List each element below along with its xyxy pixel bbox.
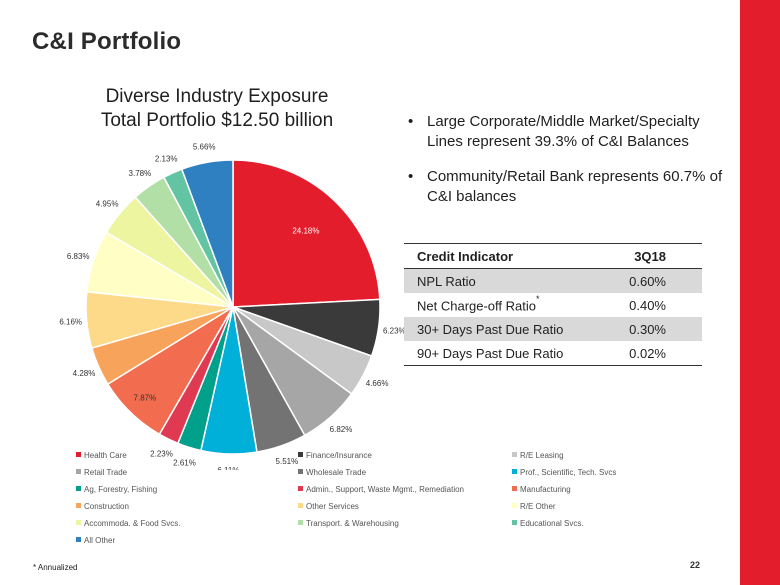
pie-data-label: 3.78%: [129, 169, 152, 178]
chart-legend: Health Care Finance/Insurance R/E Leasing R…: [76, 451, 716, 551]
legend-item: Construction: [76, 502, 129, 511]
row-label: 30+ Days Past Due Ratio: [404, 317, 602, 341]
legend-swatch: [298, 469, 303, 475]
legend-label: Manufacturing: [520, 485, 571, 494]
legend-item: Retail Trade: [76, 468, 127, 477]
row-value: 0.30%: [601, 317, 702, 341]
pie-data-label: 4.95%: [96, 199, 119, 208]
legend-item: Accommoda. & Food Svcs.: [76, 519, 180, 528]
page-title: C&I Portfolio: [32, 28, 182, 55]
legend-item: All Other: [76, 536, 115, 545]
legend-swatch: [298, 452, 303, 458]
bullet-dot: •: [408, 113, 414, 130]
pie-data-label: 2.61%: [173, 459, 196, 468]
table-row: NPL Ratio 0.60%: [404, 268, 702, 293]
legend-swatch: [512, 503, 517, 509]
bullet-dot: •: [408, 168, 414, 185]
column-header-period: 3Q18: [601, 243, 702, 269]
legend-label: R/E Other: [520, 502, 556, 511]
row-value: 0.40%: [629, 297, 666, 313]
legend-swatch: [76, 537, 81, 543]
pie-data-label: 4.28%: [73, 369, 96, 378]
legend-swatch: [512, 486, 517, 492]
legend-swatch: [76, 520, 81, 526]
row-value: 0.60%: [601, 268, 702, 293]
legend-label: Admin., Support, Waste Mgmt., Remediatio…: [306, 485, 464, 494]
legend-item: Admin., Support, Waste Mgmt., Remediatio…: [298, 485, 464, 494]
chart-title: Diverse Industry Exposure Total Portfoli…: [88, 85, 346, 133]
pie-data-label: 5.66%: [193, 143, 216, 152]
page-number: 22: [690, 560, 701, 570]
bullet-item: • Community/Retail Bank represents 60.7%…: [405, 167, 735, 207]
brand-side-bar: [740, 0, 780, 585]
pie-data-label: 6.82%: [330, 425, 353, 434]
pie-data-label: 24.18%: [292, 226, 319, 235]
industry-pie-chart: 24.18% 6.23% 4.66% 6.82% 5.51% 6.11% 2.61%2.23…: [59, 143, 406, 470]
pie-data-label: 2.23%: [150, 450, 173, 459]
pie-data-label: 6.83%: [67, 252, 90, 261]
pie-data-label: 4.66%: [366, 379, 389, 388]
annualized-asterisk: *: [536, 293, 540, 304]
footnote: * Annualized: [33, 563, 78, 572]
bullet-text: Large Corporate/Middle Market/Specialty …: [427, 113, 700, 150]
legend-swatch: [512, 469, 517, 475]
legend-item: Other Services: [298, 502, 359, 511]
pie-slice: [180, 159, 234, 308]
pie-data-label: 7.87%: [134, 394, 157, 403]
legend-item: Finance/Insurance: [298, 451, 372, 460]
credit-indicator-table: Credit Indicator 3Q18 NPL Ratio 0.60% Ne…: [404, 243, 702, 366]
legend-item: Health Care: [76, 451, 127, 460]
table-header-row: Credit Indicator 3Q18: [404, 243, 702, 269]
legend-label: R/E Leasing: [520, 451, 564, 460]
pie-data-label: 6.11%: [217, 466, 239, 470]
legend-label: Accommoda. & Food Svcs.: [84, 519, 181, 528]
legend-swatch: [76, 469, 81, 475]
legend-swatch: [298, 520, 303, 526]
legend-label: Wholesale Trade: [306, 468, 367, 477]
legend-item: R/E Other: [512, 502, 556, 511]
row-value: 0.02%: [601, 341, 702, 366]
pie-data-label: 6.23%: [383, 326, 406, 335]
legend-label: All Other: [84, 536, 116, 545]
row-label: 90+ Days Past Due Ratio: [404, 341, 602, 366]
bullet-list: • Large Corporate/Middle Market/Specialt…: [405, 112, 735, 222]
legend-label: Construction: [84, 502, 129, 511]
table-row: 30+ Days Past Due Ratio 0.30%: [404, 317, 702, 341]
legend-item: Educational Svcs.: [512, 519, 584, 528]
row-label: NPL Ratio: [404, 268, 602, 293]
bullet-text: Community/Retail Bank represents 60.7% o…: [427, 168, 723, 205]
legend-item: Ag, Forestry, Fishing: [76, 485, 157, 494]
bullet-item: • Large Corporate/Middle Market/Specialt…: [405, 112, 735, 152]
legend-label: Educational Svcs.: [520, 519, 584, 528]
legend-item: Wholesale Trade: [298, 468, 366, 477]
row-label: Net Charge-off Ratio*: [417, 293, 540, 314]
pie-data-label: 5.51%: [276, 457, 299, 466]
legend-label: Prof., Scientific, Tech. Svcs: [520, 468, 617, 477]
legend-swatch: [76, 503, 81, 509]
table-row: 90+ Days Past Due Ratio 0.02%: [404, 341, 702, 366]
legend-item: Manufacturing: [512, 485, 571, 494]
pie-data-label: 2.13%: [155, 154, 178, 163]
legend-swatch: [512, 452, 517, 458]
legend-swatch: [298, 486, 303, 492]
legend-label: Health Care: [84, 451, 127, 460]
legend-swatch: [76, 452, 81, 458]
table-row: Net Charge-off Ratio* 0.40%: [404, 293, 702, 317]
legend-swatch: [298, 503, 303, 509]
pie-slice: [232, 159, 381, 308]
legend-label: Retail Trade: [84, 468, 128, 477]
legend-item: Prof., Scientific, Tech. Svcs: [512, 468, 616, 477]
pie-data-label: 6.16%: [59, 318, 82, 327]
legend-label: Finance/Insurance: [306, 451, 372, 460]
legend-label: Transport. & Warehousing: [306, 519, 399, 528]
chart-title-line-1: Diverse Industry Exposure: [105, 86, 329, 107]
column-header-indicator: Credit Indicator: [404, 243, 602, 269]
legend-swatch: [512, 520, 517, 526]
legend-item: R/E Leasing: [512, 451, 564, 460]
legend-item: Transport. & Warehousing: [298, 519, 399, 528]
chart-title-line-2: Total Portfolio $12.50 billion: [100, 110, 334, 131]
legend-label: Other Services: [306, 502, 359, 511]
legend-label: Ag, Forestry, Fishing: [84, 485, 158, 494]
legend-swatch: [76, 486, 81, 492]
